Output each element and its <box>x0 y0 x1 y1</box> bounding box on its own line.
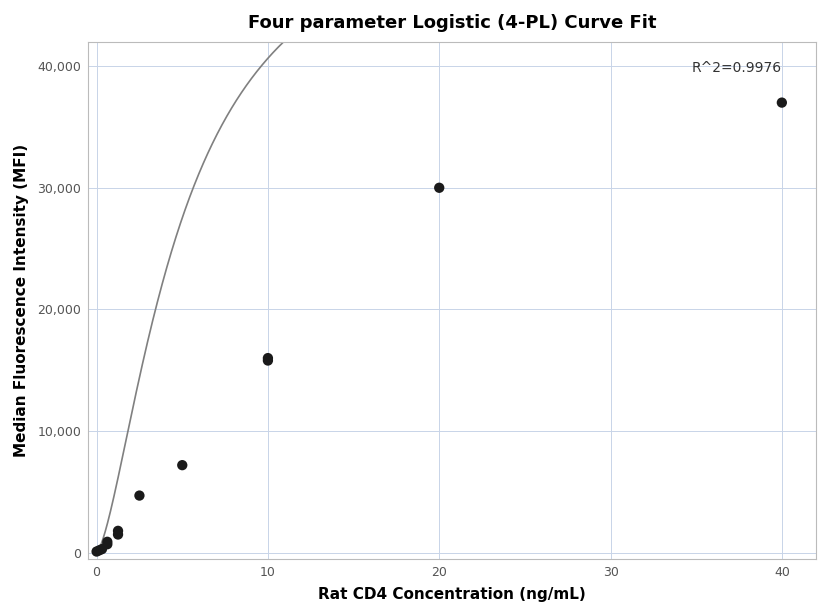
Point <box>111 526 124 536</box>
X-axis label: Rat CD4 Concentration (ng/mL): Rat CD4 Concentration (ng/mL) <box>318 587 586 602</box>
Y-axis label: Median Fluorescence Intensity (MFI): Median Fluorescence Intensity (MFI) <box>14 144 29 457</box>
Point <box>93 545 106 555</box>
Point <box>100 539 114 549</box>
Point <box>432 183 446 193</box>
Point <box>775 98 788 108</box>
Point <box>133 490 146 500</box>
Point <box>261 355 275 365</box>
Title: Four parameter Logistic (4-PL) Curve Fit: Four parameter Logistic (4-PL) Curve Fit <box>248 14 657 32</box>
Point <box>176 460 189 470</box>
Point <box>111 530 124 540</box>
Text: R^2=0.9976: R^2=0.9976 <box>691 61 782 75</box>
Point <box>100 537 114 547</box>
Point <box>90 546 103 556</box>
Point <box>95 544 109 554</box>
Point <box>261 353 275 363</box>
